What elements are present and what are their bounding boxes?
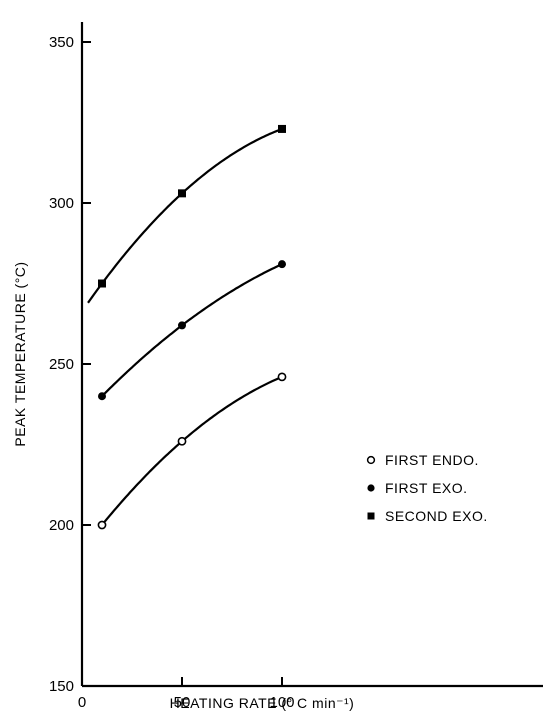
point-first-exo [278, 260, 286, 269]
fit-curve [101, 263, 283, 397]
legend: FIRST ENDO. FIRST EXO. SECOND EXO. [366, 452, 488, 524]
point-first-endo [177, 436, 187, 446]
legend-marker-first-exo [367, 484, 375, 492]
legend-label: FIRST EXO. [385, 480, 468, 496]
point-second-exo [278, 124, 286, 133]
fit-curve [101, 375, 283, 526]
legend-marker-second-exo [367, 512, 375, 520]
y-axis-label: PEAK TEMPERATURE (°C) [12, 261, 28, 446]
y-tick-label: 200 [49, 517, 74, 534]
axes: 150 200 250 300 350 0 50 100 [49, 22, 543, 711]
point-second-exo [178, 189, 186, 198]
y-tick-label: 250 [49, 356, 74, 373]
y-tick-label: 150 [49, 678, 74, 695]
x-tick-label: 0 [78, 694, 86, 711]
point-first-endo [277, 372, 287, 382]
y-tick-label: 350 [49, 34, 74, 51]
data-points [97, 124, 287, 530]
legend-label: FIRST ENDO. [385, 452, 479, 468]
fit-curve [87, 127, 283, 304]
legend-label: SECOND EXO. [385, 508, 488, 524]
x-tick-label: 50 [174, 694, 191, 711]
x-axis-label: HEATING RATE (° C min⁻¹) [170, 695, 355, 711]
y-tick-label: 300 [49, 195, 74, 212]
legend-marker-first-endo [366, 455, 376, 465]
x-tick-label: 100 [269, 694, 294, 711]
point-first-exo [178, 321, 186, 330]
point-first-exo [98, 392, 106, 401]
point-first-endo [97, 520, 107, 530]
point-second-exo [98, 279, 106, 288]
